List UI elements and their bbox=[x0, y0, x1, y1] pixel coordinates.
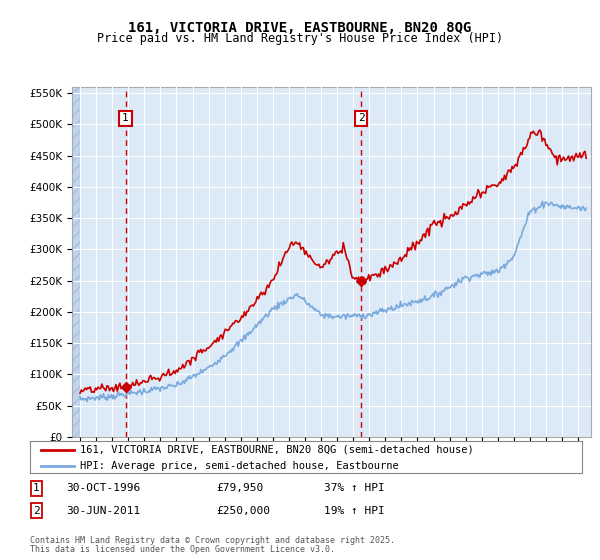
Text: £79,950: £79,950 bbox=[216, 483, 263, 493]
Bar bbox=[72, 87, 80, 437]
Text: 2: 2 bbox=[358, 113, 365, 123]
Text: Price paid vs. HM Land Registry's House Price Index (HPI): Price paid vs. HM Land Registry's House … bbox=[97, 32, 503, 45]
Text: 30-OCT-1996: 30-OCT-1996 bbox=[66, 483, 140, 493]
Text: 161, VICTORIA DRIVE, EASTBOURNE, BN20 8QG (semi-detached house): 161, VICTORIA DRIVE, EASTBOURNE, BN20 8Q… bbox=[80, 445, 473, 455]
Text: HPI: Average price, semi-detached house, Eastbourne: HPI: Average price, semi-detached house,… bbox=[80, 461, 398, 471]
Text: This data is licensed under the Open Government Licence v3.0.: This data is licensed under the Open Gov… bbox=[30, 545, 335, 554]
Text: 37% ↑ HPI: 37% ↑ HPI bbox=[324, 483, 385, 493]
Text: 19% ↑ HPI: 19% ↑ HPI bbox=[324, 506, 385, 516]
Text: 161, VICTORIA DRIVE, EASTBOURNE, BN20 8QG: 161, VICTORIA DRIVE, EASTBOURNE, BN20 8Q… bbox=[128, 21, 472, 35]
Text: 1: 1 bbox=[122, 113, 129, 123]
Text: Contains HM Land Registry data © Crown copyright and database right 2025.: Contains HM Land Registry data © Crown c… bbox=[30, 536, 395, 545]
Text: £250,000: £250,000 bbox=[216, 506, 270, 516]
Text: 30-JUN-2011: 30-JUN-2011 bbox=[66, 506, 140, 516]
Text: 1: 1 bbox=[33, 483, 40, 493]
Text: 2: 2 bbox=[33, 506, 40, 516]
